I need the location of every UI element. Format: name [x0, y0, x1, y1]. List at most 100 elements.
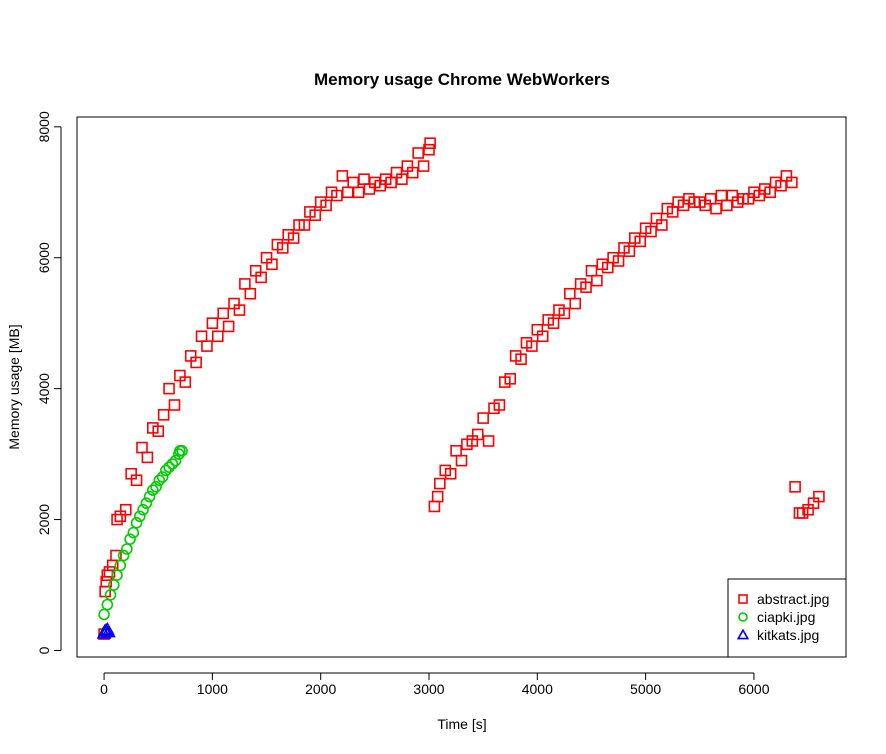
x-tick-label: 2000: [305, 681, 336, 697]
data-point: [190, 356, 202, 369]
data-point: [331, 189, 343, 202]
x-tick-label: 6000: [738, 681, 769, 697]
data-point: [721, 199, 733, 212]
data-point: [195, 330, 208, 343]
data-point: [130, 474, 143, 487]
legend-item: kitkats.jpg: [736, 627, 819, 643]
data-point: [163, 382, 175, 395]
data-point: [431, 490, 444, 503]
data-point: [444, 467, 457, 480]
y-axis-label: Memory usage [MB]: [6, 324, 22, 449]
data-point: [104, 589, 117, 601]
data-point: [580, 281, 592, 293]
data-point: [166, 458, 179, 470]
data-point: [160, 464, 172, 477]
legend: abstract.jpg ciapki.jpg kitkats.jpg: [727, 578, 847, 658]
data-point: [244, 287, 257, 300]
data-point: [179, 376, 192, 388]
data-point: [656, 219, 668, 231]
data-point: [715, 189, 728, 202]
data-point: [455, 454, 468, 467]
legend-item: ciapki.jpg: [738, 609, 815, 625]
data-point: [558, 307, 571, 320]
data-point: [298, 219, 311, 231]
data-point: [206, 317, 219, 329]
data-point: [169, 454, 182, 467]
data-point: [212, 330, 224, 343]
x-tick-label: 4000: [522, 681, 553, 697]
y-tick-label: 0: [36, 646, 52, 654]
series-kitkats-jpg: [96, 621, 116, 639]
legend-marker: [738, 612, 748, 622]
data-point: [710, 202, 722, 215]
data-point: [163, 461, 175, 473]
data-point: [103, 566, 116, 578]
x-axis-label: Time [s]: [437, 716, 486, 732]
data-point: [482, 435, 495, 447]
data-point: [423, 143, 435, 156]
plot-area: [76, 116, 847, 658]
series-abstract-jpg: [98, 137, 825, 640]
data-point: [140, 497, 153, 509]
data-point: [136, 441, 148, 454]
data-point: [111, 513, 123, 526]
y-axis: 0 2000 4000 6000 8000: [36, 111, 62, 654]
data-point: [450, 445, 462, 457]
chart-title: Memory usage Chrome WebWorkers: [314, 70, 610, 89]
data-point: [110, 549, 122, 562]
data-point: [119, 503, 132, 516]
data-point: [201, 340, 213, 352]
legend-label: abstract.jpg: [757, 591, 829, 607]
data-point: [504, 373, 517, 385]
data-point: [591, 274, 603, 287]
data-point: [233, 304, 246, 316]
data-point: [547, 317, 560, 329]
data-point: [634, 235, 647, 248]
data-point: [157, 409, 170, 421]
data-point: [417, 160, 430, 172]
y-tick-label: 8000: [36, 111, 52, 142]
x-tick-label: 0: [100, 681, 108, 697]
data-point: [276, 242, 289, 254]
legend-marker: [736, 628, 750, 640]
data-point: [111, 569, 123, 581]
data-point: [124, 533, 136, 545]
data-point: [147, 484, 159, 496]
y-tick-label: 2000: [36, 504, 52, 535]
data-point: [789, 481, 801, 493]
data-point: [153, 474, 166, 487]
data-point: [176, 445, 188, 457]
data-point: [287, 232, 300, 244]
data-point: [396, 173, 408, 185]
data-point: [612, 255, 625, 267]
data-point: [358, 173, 370, 185]
data-point: [493, 399, 506, 411]
y-tick-label: 4000: [36, 373, 52, 404]
x-tick-label: 3000: [413, 681, 444, 697]
data-point: [515, 353, 527, 365]
data-point: [141, 451, 154, 464]
data-point: [406, 166, 419, 179]
data-point: [222, 320, 235, 333]
data-point: [127, 526, 140, 539]
data-point: [352, 186, 365, 199]
data-point: [341, 186, 354, 199]
data-point: [585, 265, 598, 277]
legend-label: ciapki.jpg: [757, 609, 815, 625]
data-point: [424, 137, 436, 149]
series-ciapki-jpg: [98, 445, 188, 621]
legend-marker: [738, 594, 748, 604]
data-point: [130, 517, 143, 529]
data-point: [98, 608, 110, 621]
data-point: [266, 258, 278, 271]
data-point: [137, 503, 149, 516]
data-point: [428, 500, 441, 513]
data-point: [471, 428, 484, 441]
data-point: [239, 278, 251, 290]
data-point: [152, 425, 165, 437]
data-point: [645, 225, 657, 238]
data-point: [412, 147, 424, 159]
data-point: [101, 624, 116, 638]
data-point: [143, 490, 156, 503]
